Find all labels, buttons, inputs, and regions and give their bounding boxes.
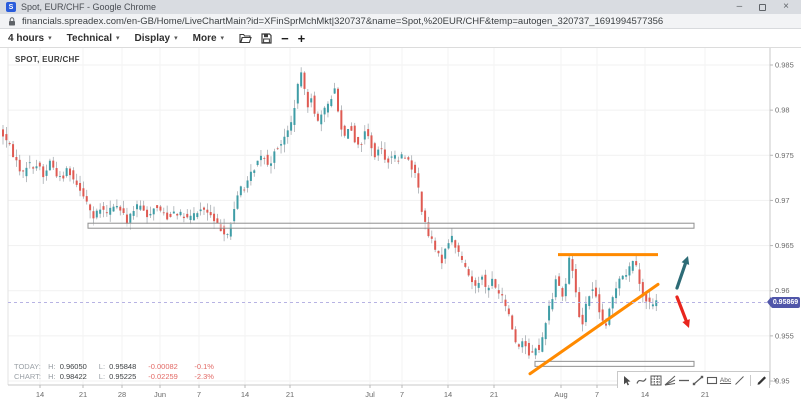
time-tick-label: 14: [241, 390, 249, 399]
high-key: H:: [48, 371, 56, 381]
text-icon[interactable]: Abc: [719, 374, 732, 387]
chevron-down-icon: ▾: [48, 35, 52, 42]
down-arrow[interactable]: [675, 295, 690, 328]
open-folder-icon[interactable]: [239, 33, 252, 44]
today-change-pct: -0.1%: [194, 362, 214, 371]
minimize-icon[interactable]: –: [736, 1, 743, 12]
chart-change-pct: -2.3%: [194, 371, 214, 381]
orange-trendline[interactable]: [528, 282, 660, 376]
zoom-in-button[interactable]: +: [297, 30, 306, 46]
lock-icon: [8, 16, 16, 26]
chart-toolbar: 4 hours ▾ Technical ▾ Display ▾ More ▾ −…: [0, 29, 801, 48]
display-dropdown[interactable]: Display ▾: [135, 33, 178, 44]
up-arrow[interactable]: [675, 256, 690, 290]
symbol-label: SPOT, EUR/CHF: [15, 55, 80, 64]
delete-glyph: ×: [772, 375, 779, 385]
today-low: 0.95848: [109, 362, 137, 371]
fib-retracement-icon[interactable]: [649, 374, 662, 387]
time-tick-label: Jun: [154, 390, 166, 399]
chevron-down-icon: ▾: [116, 35, 120, 42]
chart-change: -0.02259: [148, 371, 178, 381]
gridlines: [7, 48, 770, 385]
chart-high: 0.98422: [59, 371, 87, 381]
text-tool-label: Abc: [719, 376, 732, 384]
favicon: S: [6, 2, 16, 12]
price-axis: 0.985 0.98 0.975 0.97 0.965 0.96 0.955 0.95: [770, 61, 794, 386]
price-tick-label: 0.97: [775, 196, 790, 205]
browser-titlebar: S Spot, EUR/CHF - Google Chrome – ×: [0, 0, 801, 14]
pencil-icon[interactable]: [755, 374, 768, 387]
technical-label: Technical: [66, 32, 113, 44]
timeframe-dropdown[interactable]: 4 hours ▾: [8, 33, 52, 44]
window-title: Spot, EUR/CHF - Google Chrome: [21, 2, 157, 12]
chart-low: 0.95225: [109, 371, 137, 381]
chevron-down-icon: ▾: [174, 35, 178, 42]
polyline-icon[interactable]: [635, 374, 648, 387]
more-label: More: [192, 32, 217, 44]
trend-line-icon[interactable]: [691, 374, 704, 387]
close-icon[interactable]: ×: [783, 1, 789, 12]
timeframe-label: 4 hours: [8, 32, 45, 44]
chevron-down-icon: ▾: [220, 35, 225, 42]
low-key: L:: [98, 362, 106, 371]
time-tick-label: 14: [641, 390, 649, 399]
price-tick-label: 0.955: [775, 331, 794, 340]
horizontal-line-icon[interactable]: [677, 374, 690, 387]
stats-panel: TODAY: H: 0.96050 L: 0.95848 -0.00082 -0…: [14, 362, 220, 381]
maximize-icon[interactable]: [759, 3, 767, 11]
price-tick-label: 0.95: [775, 377, 790, 386]
chart-stats-row: CHART: H: 0.98422 L: 0.95225 -0.02259 -2…: [14, 372, 220, 382]
candlestick-series[interactable]: [2, 67, 658, 360]
price-tick-label: 0.975: [775, 151, 794, 160]
more-dropdown[interactable]: More ▾: [193, 33, 224, 44]
toolbar-divider: [750, 374, 751, 386]
diagonal-line-icon[interactable]: [733, 374, 746, 387]
display-label: Display: [134, 32, 171, 44]
level-zones[interactable]: [87, 222, 695, 367]
stat-row-label: CHART:: [14, 371, 41, 381]
price-tick-label: 0.985: [775, 61, 794, 70]
url-text: financials.spreadex.com/en-GB/Home/LiveC…: [22, 15, 664, 27]
time-tick-label: 21: [490, 390, 498, 399]
time-tick-label: 7: [595, 390, 599, 399]
today-high: 0.96050: [59, 362, 87, 371]
time-axis: 14 21 28 Jun 7 14 21 Jul 7 14 21 Aug 7 14 21: [36, 385, 709, 399]
time-tick-label: 14: [444, 390, 452, 399]
address-bar[interactable]: financials.spreadex.com/en-GB/Home/LiveC…: [0, 14, 801, 29]
today-change: -0.00082: [148, 362, 178, 371]
time-tick-label: 21: [79, 390, 87, 399]
time-tick-label: 21: [286, 390, 294, 399]
time-tick-label: 21: [701, 390, 709, 399]
resistance-zone[interactable]: [87, 222, 695, 229]
today-stats-row: TODAY: H: 0.96050 L: 0.95848 -0.00082 -0…: [14, 362, 220, 372]
time-tick-label: 14: [36, 390, 44, 399]
fan-lines-icon[interactable]: [663, 374, 676, 387]
delete-icon[interactable]: ×: [769, 374, 782, 387]
rectangle-icon[interactable]: [705, 374, 718, 387]
time-tick-label: Jul: [365, 390, 375, 399]
high-key: H:: [48, 362, 56, 371]
price-tick-label: 0.96: [775, 286, 790, 295]
low-key: L:: [98, 371, 106, 381]
time-tick-label: 28: [118, 390, 126, 399]
time-tick-label: 7: [197, 390, 201, 399]
drawing-toolbar: Abc ×: [617, 371, 778, 388]
technical-dropdown[interactable]: Technical ▾: [67, 33, 120, 44]
trend-annotations[interactable]: [528, 253, 660, 376]
pointer-icon[interactable]: [621, 374, 634, 387]
save-icon[interactable]: [261, 32, 272, 44]
time-tick-label: Aug: [554, 390, 567, 399]
support-zone[interactable]: [534, 360, 695, 367]
time-tick-label: 7: [400, 390, 404, 399]
stat-row-label: TODAY:: [14, 362, 41, 371]
price-tick-label: 0.98: [775, 106, 790, 115]
price-tick-label: 0.965: [775, 241, 794, 250]
last-price-badge: 0.95869: [767, 297, 800, 309]
zoom-out-button[interactable]: −: [281, 30, 289, 46]
